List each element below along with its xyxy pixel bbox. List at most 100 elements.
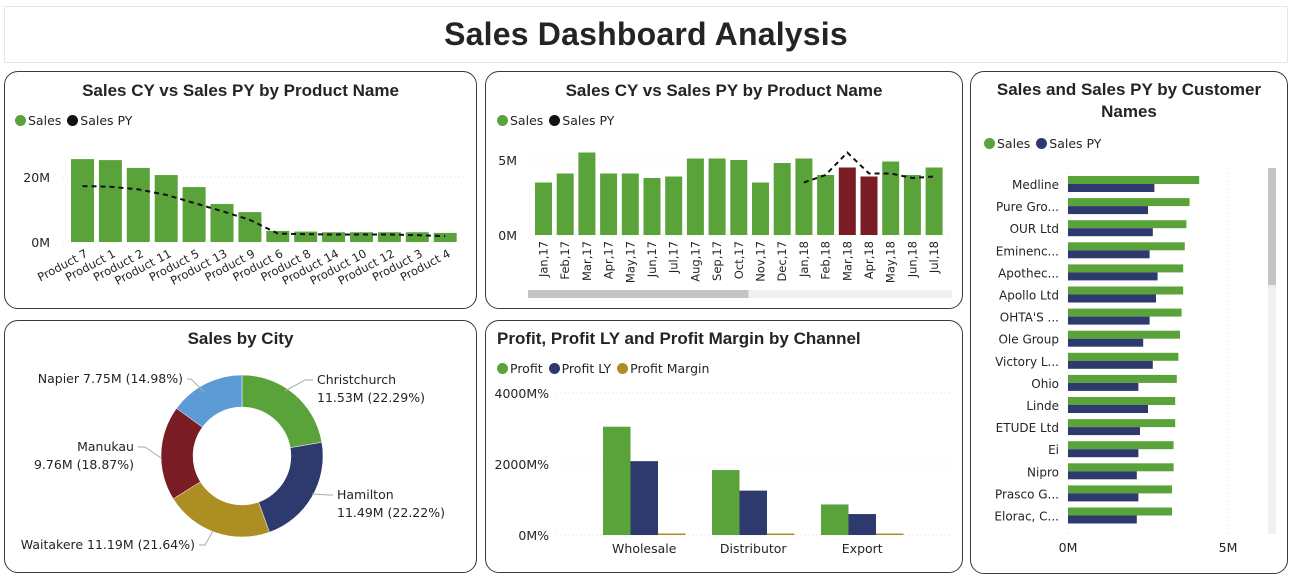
bar-sales[interactable] — [665, 176, 683, 236]
bar-sales-py[interactable] — [1068, 338, 1144, 347]
bar-sales[interactable] — [377, 232, 401, 242]
city-sales-card[interactable]: Sales by City Christchurch 11.53M (22.29%… — [4, 320, 477, 573]
bar-sales[interactable] — [1068, 374, 1177, 383]
y-tick-label: 20M — [23, 170, 50, 185]
customer-sales-card[interactable]: Sales and Sales PY by Customer Names Sal… — [970, 71, 1288, 574]
bar-sales[interactable] — [838, 167, 856, 236]
legend-item-profit-ly[interactable]: Profit LY — [548, 361, 611, 376]
bar-sales[interactable] — [1068, 198, 1190, 207]
bar-sales-py[interactable] — [1068, 427, 1140, 436]
bar-sales[interactable] — [1068, 308, 1182, 317]
bar-sales[interactable] — [294, 231, 318, 242]
bar-sales[interactable] — [925, 167, 943, 236]
bar-profit-ly[interactable] — [848, 514, 877, 535]
bar-sales-py[interactable] — [1068, 515, 1137, 524]
bar-sales-py[interactable] — [1068, 250, 1150, 259]
bar-sales[interactable] — [71, 159, 94, 242]
legend-item-sales-py[interactable]: Sales PY — [1036, 136, 1101, 151]
bar-sales-py[interactable] — [1068, 316, 1150, 325]
bar-sales-py[interactable] — [1068, 449, 1139, 458]
bar-profit-margin[interactable] — [876, 533, 904, 536]
channel-profit-card[interactable]: Profit, Profit LY and Profit Margin by C… — [485, 320, 963, 573]
bar-sales[interactable] — [600, 173, 618, 236]
card-title: Sales CY vs Sales PY by Product Name — [565, 81, 883, 100]
scrollbar-thumb[interactable] — [1268, 168, 1276, 286]
bar-sales[interactable] — [1068, 242, 1185, 251]
bar-sales[interactable] — [773, 163, 791, 235]
bar-sales[interactable] — [1068, 330, 1180, 339]
bar-sales[interactable] — [1068, 352, 1179, 361]
scrollbar-thumb[interactable] — [528, 290, 749, 298]
bar-sales[interactable] — [643, 178, 661, 235]
donut-slice-christchurch[interactable] — [241, 374, 323, 448]
bar-sales[interactable] — [98, 160, 122, 242]
legend-item-sales-py[interactable]: Sales PY — [67, 113, 132, 128]
legend-item-sales[interactable]: Sales — [984, 136, 1030, 151]
legend-item-profit[interactable]: Profit — [497, 361, 543, 376]
bar-sales[interactable] — [210, 203, 234, 242]
bar-sales-py[interactable] — [1068, 382, 1139, 391]
x-tick-label: Feb,18 — [819, 241, 833, 280]
bar-sales[interactable] — [1068, 176, 1200, 184]
bar-sales[interactable] — [405, 232, 429, 242]
bar-profit[interactable] — [603, 426, 631, 535]
bar-sales[interactable] — [882, 161, 900, 236]
legend-item-sales[interactable]: Sales — [497, 113, 543, 128]
bar-sales-py[interactable] — [1068, 294, 1156, 303]
product-sales-card[interactable]: Sales CY vs Sales PY by Product Name Sal… — [4, 71, 477, 309]
bar-sales[interactable] — [621, 173, 639, 236]
bar-sales[interactable] — [817, 175, 835, 235]
bar-sales[interactable] — [903, 175, 921, 235]
x-tick-label: Jul,18 — [927, 241, 941, 274]
bar-sales[interactable] — [860, 176, 878, 236]
bar-sales[interactable] — [266, 230, 290, 242]
bar-profit-ly[interactable] — [739, 490, 768, 535]
bar-sales[interactable] — [322, 232, 346, 242]
bar-profit[interactable] — [821, 504, 849, 535]
scrollbar-track[interactable] — [1268, 168, 1276, 534]
bar-sales[interactable] — [1068, 507, 1172, 516]
bar-sales[interactable] — [1068, 220, 1187, 229]
bar-sales-py[interactable] — [1068, 493, 1139, 502]
bar-sales[interactable] — [578, 152, 596, 236]
legend-item-sales-py[interactable]: Sales PY — [549, 113, 614, 128]
bar-sales-py[interactable] — [1068, 228, 1153, 237]
legend-item-sales[interactable]: Sales — [15, 113, 61, 128]
bar-sales-py[interactable] — [1068, 360, 1153, 369]
bar-sales-py[interactable] — [1068, 272, 1158, 281]
bar-sales[interactable] — [1068, 419, 1176, 428]
bar-sales[interactable] — [154, 175, 178, 242]
bar-profit-margin[interactable] — [767, 533, 795, 536]
bar-sales[interactable] — [1068, 286, 1184, 295]
bar-sales[interactable] — [238, 212, 262, 242]
bar-sales[interactable] — [535, 182, 552, 236]
legend-item-profit-margin[interactable]: Profit Margin — [617, 361, 709, 376]
donut-slice-hamilton[interactable] — [258, 442, 324, 533]
monthly-sales-card[interactable]: Sales CY vs Sales PY by Product Name Sal… — [485, 71, 963, 309]
bar-profit-margin[interactable] — [658, 533, 686, 536]
bar-sales-py[interactable] — [1068, 405, 1148, 413]
donut-slice-waitakere[interactable] — [172, 481, 270, 538]
bar-sales[interactable] — [182, 187, 206, 242]
bar-sales[interactable] — [433, 232, 457, 242]
bar-sales[interactable] — [1068, 463, 1174, 472]
bar-sales[interactable] — [708, 158, 726, 236]
bar-sales-py[interactable] — [1068, 471, 1137, 480]
bar-sales[interactable] — [556, 173, 574, 236]
bar-sales[interactable] — [752, 182, 769, 236]
channel-chart-plot: 0M% 2000M% 4000M% Wholesale Distributor Expor… — [495, 386, 951, 556]
bar-profit[interactable] — [712, 470, 740, 535]
bar-sales[interactable] — [1068, 397, 1176, 405]
bar-profit-ly[interactable] — [630, 461, 659, 535]
bar-sales[interactable] — [1068, 441, 1174, 450]
bar-sales-py[interactable] — [1068, 184, 1155, 192]
bar-sales[interactable] — [350, 232, 373, 242]
donut-slice-napier[interactable] — [176, 374, 243, 428]
bar-sales[interactable] — [126, 167, 150, 242]
bar-sales[interactable] — [686, 158, 704, 236]
bar-sales[interactable] — [730, 160, 748, 235]
bar-sales-py[interactable] — [1068, 206, 1148, 215]
bar-sales[interactable] — [1068, 485, 1172, 494]
bar-sales[interactable] — [1068, 264, 1184, 273]
bar-sales[interactable] — [795, 158, 813, 236]
